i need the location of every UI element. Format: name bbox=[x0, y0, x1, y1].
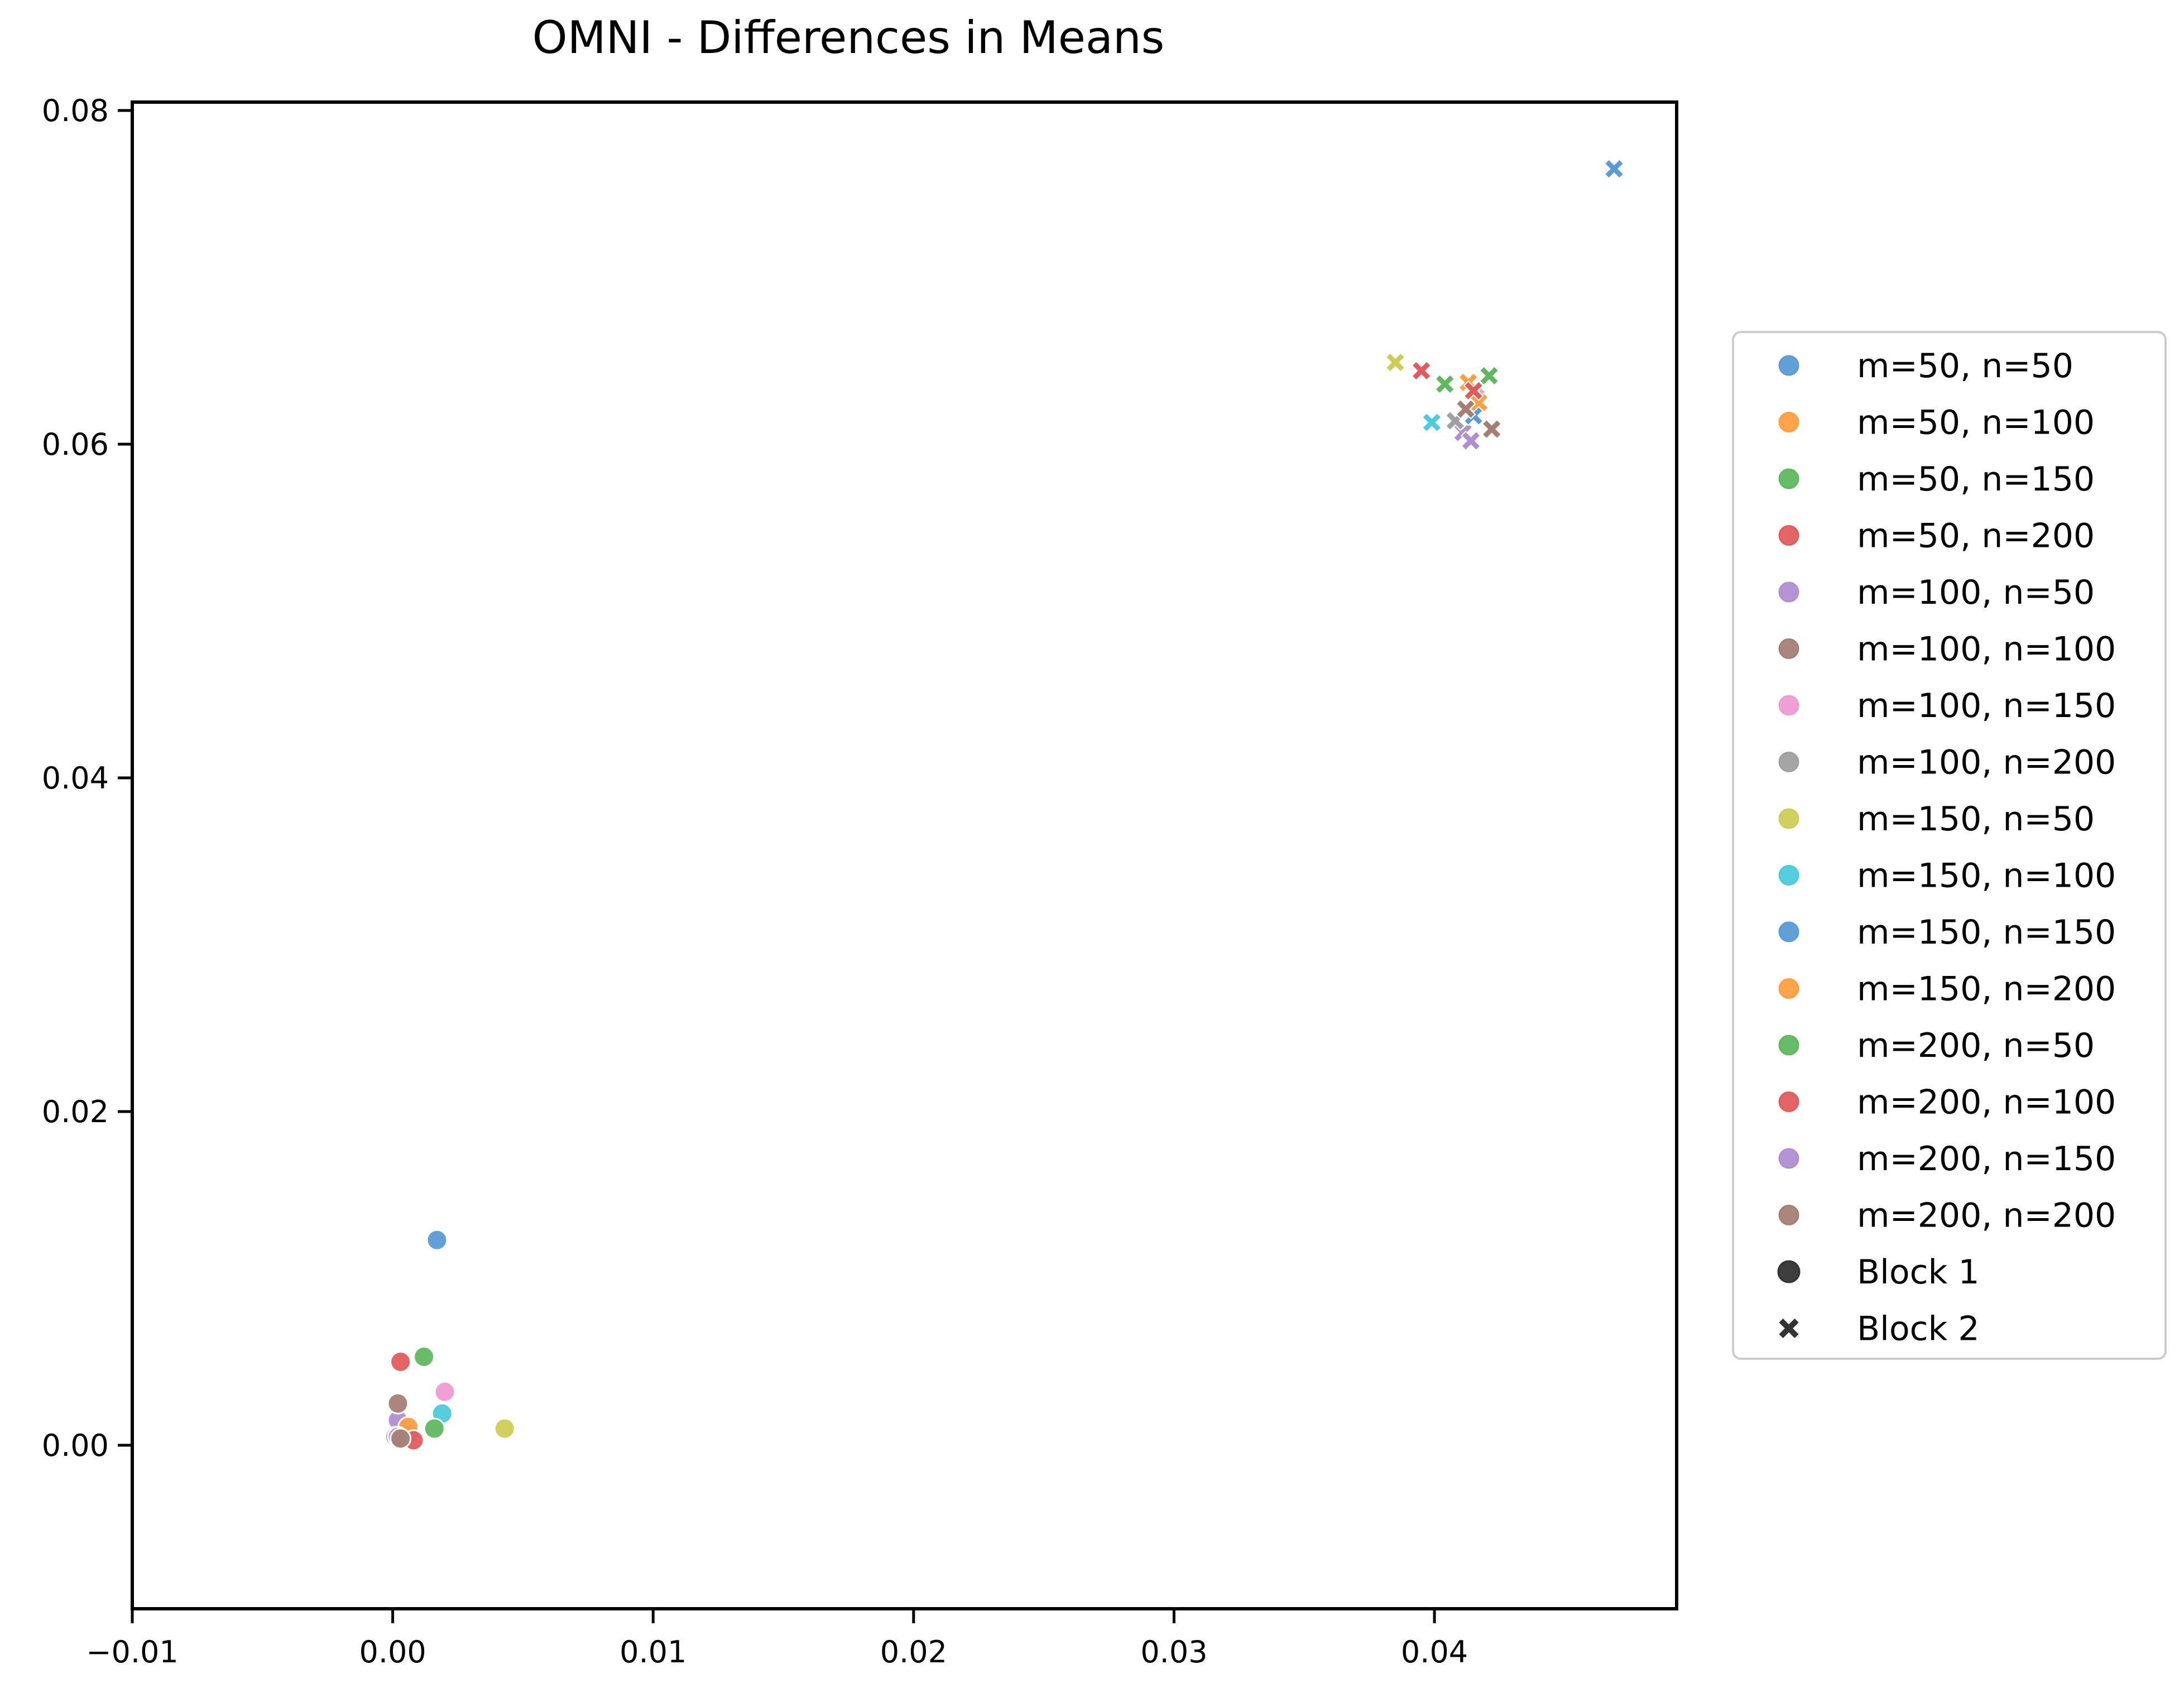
legend-marker bbox=[1778, 525, 1799, 546]
legend-marker bbox=[1778, 412, 1799, 432]
legend-label: m=200, n=200 bbox=[1857, 1196, 2116, 1235]
legend-label: m=100, n=150 bbox=[1857, 686, 2116, 725]
legend-label: m=200, n=100 bbox=[1857, 1083, 2116, 1122]
data-point-block1 bbox=[426, 1229, 448, 1251]
x-tick-label: 0.03 bbox=[1140, 1634, 1207, 1670]
legend-label: m=150, n=50 bbox=[1857, 800, 2095, 839]
axis-ticks: −0.01 0.00 0.01 0.02 0.03 0.04 0.00 0.02 0.04 0.0… bbox=[42, 93, 1468, 1670]
data-point-block1 bbox=[390, 1350, 412, 1373]
legend-label: Block 2 bbox=[1857, 1310, 1980, 1349]
legend-label: m=50, n=50 bbox=[1857, 347, 2073, 386]
y-tick-label: 0.08 bbox=[42, 93, 109, 128]
legend-marker bbox=[1778, 1035, 1799, 1056]
chart-title: OMNI - Differences in Means bbox=[532, 12, 1165, 64]
legend-label: m=100, n=200 bbox=[1857, 743, 2116, 782]
legend-label: m=200, n=50 bbox=[1857, 1026, 2095, 1065]
plot-points bbox=[384, 158, 1625, 1451]
x-tick-label: 0.00 bbox=[359, 1634, 426, 1670]
data-point-block1 bbox=[423, 1417, 445, 1440]
legend-marker-block2 bbox=[1777, 1317, 1801, 1340]
legend-marker bbox=[1778, 752, 1799, 772]
data-point-block2 bbox=[1455, 398, 1476, 420]
legend-marker bbox=[1778, 1205, 1799, 1225]
legend-label: m=150, n=100 bbox=[1857, 857, 2116, 896]
legend-marker bbox=[1778, 865, 1799, 886]
data-point-block2 bbox=[1463, 380, 1484, 401]
data-point-block2 bbox=[1604, 158, 1625, 180]
legend-marker bbox=[1778, 638, 1799, 659]
legend-label: m=150, n=150 bbox=[1857, 913, 2116, 952]
data-point-block1 bbox=[387, 1392, 409, 1415]
legend-label: m=200, n=150 bbox=[1857, 1139, 2116, 1179]
legend-label: m=150, n=200 bbox=[1857, 970, 2116, 1009]
data-point-block2 bbox=[1411, 360, 1432, 381]
legend-label: m=50, n=150 bbox=[1857, 460, 2095, 499]
legend-marker bbox=[1778, 355, 1799, 376]
legend-marker bbox=[1778, 921, 1799, 942]
legend-box bbox=[1732, 331, 2167, 1360]
legend-marker bbox=[1778, 468, 1799, 489]
y-tick-label: 0.04 bbox=[42, 761, 109, 796]
data-point-block1 bbox=[434, 1381, 456, 1403]
legend-label: m=100, n=100 bbox=[1857, 630, 2116, 669]
x-tick-label: 0.02 bbox=[880, 1634, 947, 1670]
data-point-block2 bbox=[1479, 365, 1500, 386]
data-point-block2 bbox=[1481, 419, 1503, 440]
y-tick-label: 0.02 bbox=[42, 1094, 109, 1129]
legend: m=50, n=50 m=50, n=100 m=50, n=150 m=50, n=… bbox=[1732, 331, 2167, 1360]
data-point-block2 bbox=[1385, 352, 1406, 373]
legend-label: m=50, n=100 bbox=[1857, 403, 2095, 443]
legend-marker-block1 bbox=[1777, 1260, 1801, 1283]
data-point-block1 bbox=[413, 1346, 435, 1368]
legend-marker bbox=[1778, 1148, 1799, 1169]
plot-area-frame bbox=[131, 100, 1678, 1610]
legend-marker bbox=[1778, 695, 1799, 716]
y-tick-label: 0.06 bbox=[42, 427, 109, 462]
data-point-block1 bbox=[493, 1417, 516, 1440]
data-point-block2 bbox=[1421, 412, 1442, 433]
y-tick-label: 0.00 bbox=[42, 1428, 109, 1463]
data-point-block2 bbox=[1434, 373, 1456, 395]
x-tick-label: 0.04 bbox=[1401, 1634, 1468, 1670]
legend-label: m=100, n=50 bbox=[1857, 573, 2095, 612]
legend-marker bbox=[1778, 581, 1799, 603]
x-tick-label: 0.01 bbox=[620, 1634, 687, 1670]
legend-label: Block 1 bbox=[1857, 1253, 1980, 1292]
legend-label: m=50, n=200 bbox=[1857, 517, 2095, 556]
legend-marker bbox=[1778, 1091, 1799, 1112]
data-point-block2 bbox=[1460, 430, 1481, 451]
legend-marker bbox=[1778, 978, 1799, 999]
legend-marker bbox=[1778, 808, 1799, 829]
data-point-block1 bbox=[390, 1427, 412, 1450]
x-tick-label: −0.01 bbox=[86, 1634, 178, 1670]
